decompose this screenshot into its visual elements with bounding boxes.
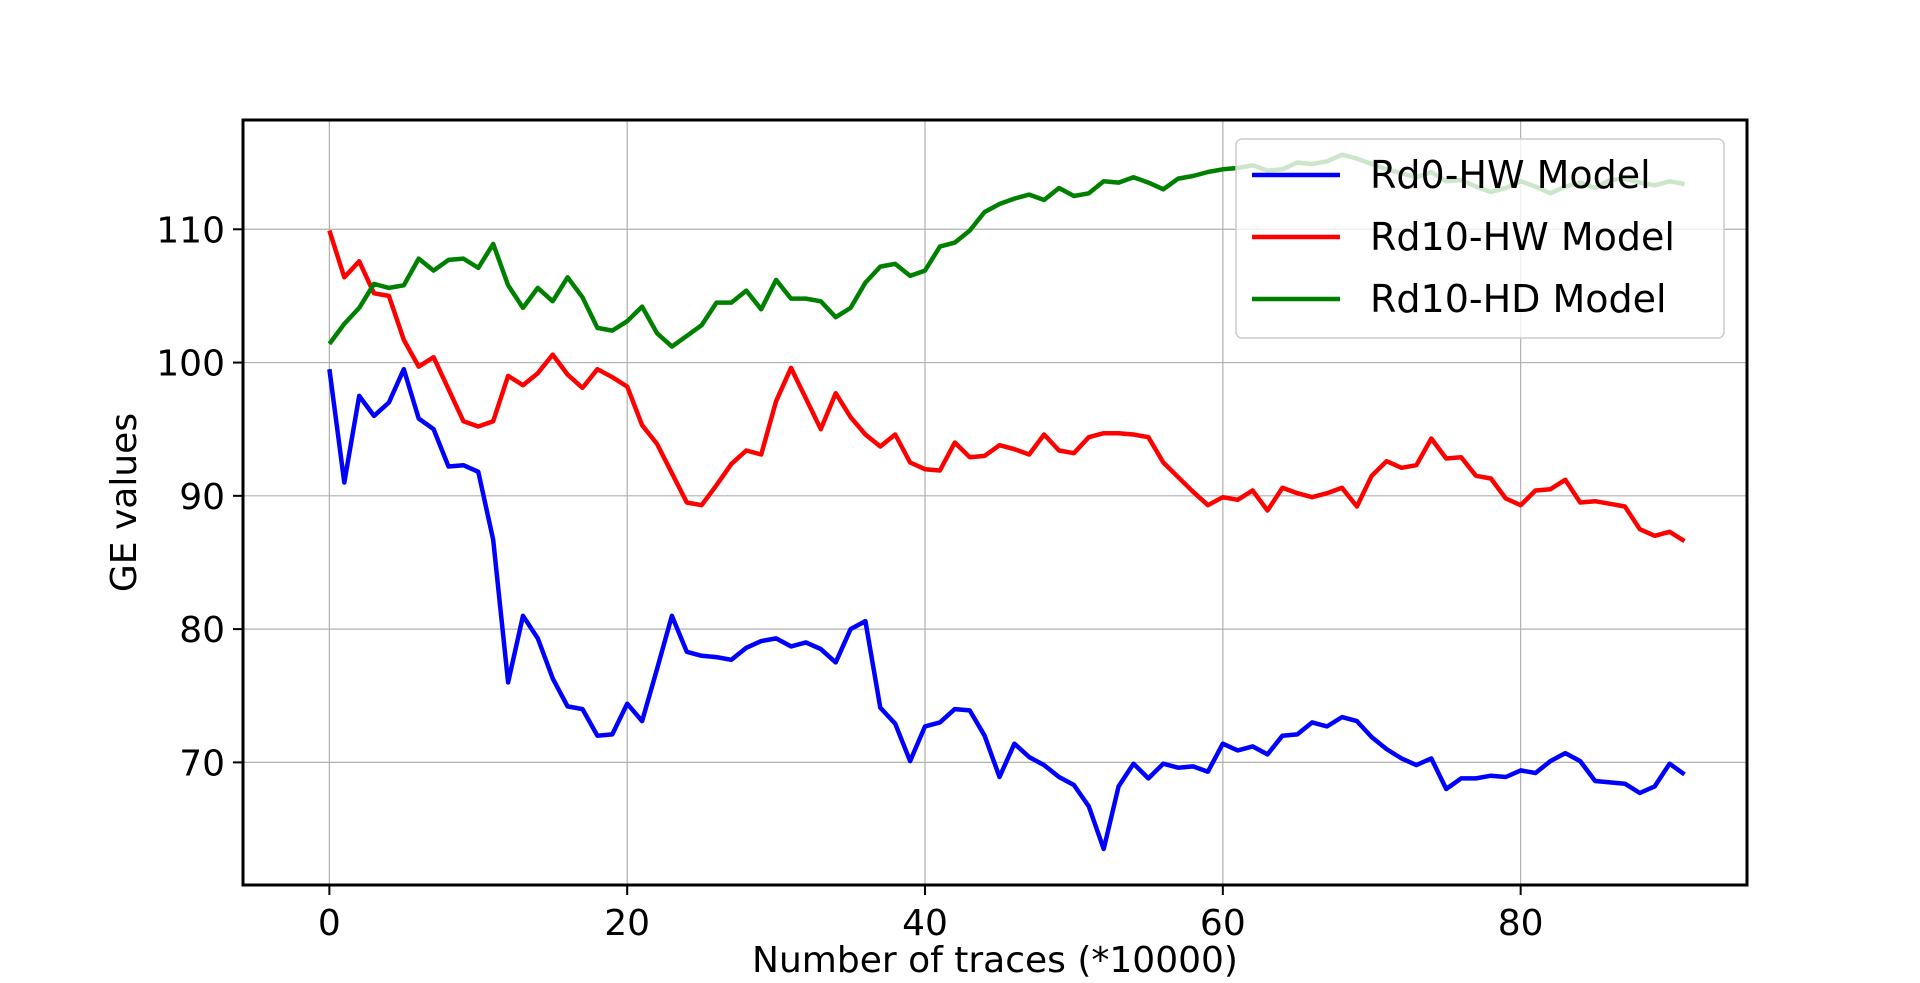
series-line-2	[327, 229, 1686, 544]
x-tick-label: 80	[1498, 903, 1544, 944]
y-tick-label: 100	[156, 344, 225, 385]
x-tick-label: 0	[318, 903, 341, 944]
legend-label: Rd10-HD Model	[1370, 277, 1667, 321]
x-tick-label: 40	[902, 903, 948, 944]
legend-box	[1235, 138, 1725, 339]
x-tick-label: 60	[1200, 903, 1246, 944]
y-tick-label: 70	[179, 743, 225, 784]
y-tick-label: 90	[179, 477, 225, 518]
series-line-1	[327, 366, 1686, 852]
y-tick-label: 110	[156, 210, 225, 251]
legend-label: Rd10-HW Model	[1370, 215, 1675, 259]
plot-frame	[241, 118, 1749, 887]
x-axis-label: Number of traces (*10000)	[752, 940, 1238, 981]
legend-label: Rd0-HW Model	[1370, 153, 1651, 197]
legend: Rd0-HW Model Rd10-HW Model Rd10-HD Model	[1235, 138, 1725, 339]
axis-ticks: 0 20 40 60 80 70 80 90 100 110	[156, 210, 1543, 944]
x-tick-label: 20	[604, 903, 650, 944]
y-tick-label: 80	[179, 610, 225, 651]
y-axis-label: GE values	[104, 413, 145, 592]
